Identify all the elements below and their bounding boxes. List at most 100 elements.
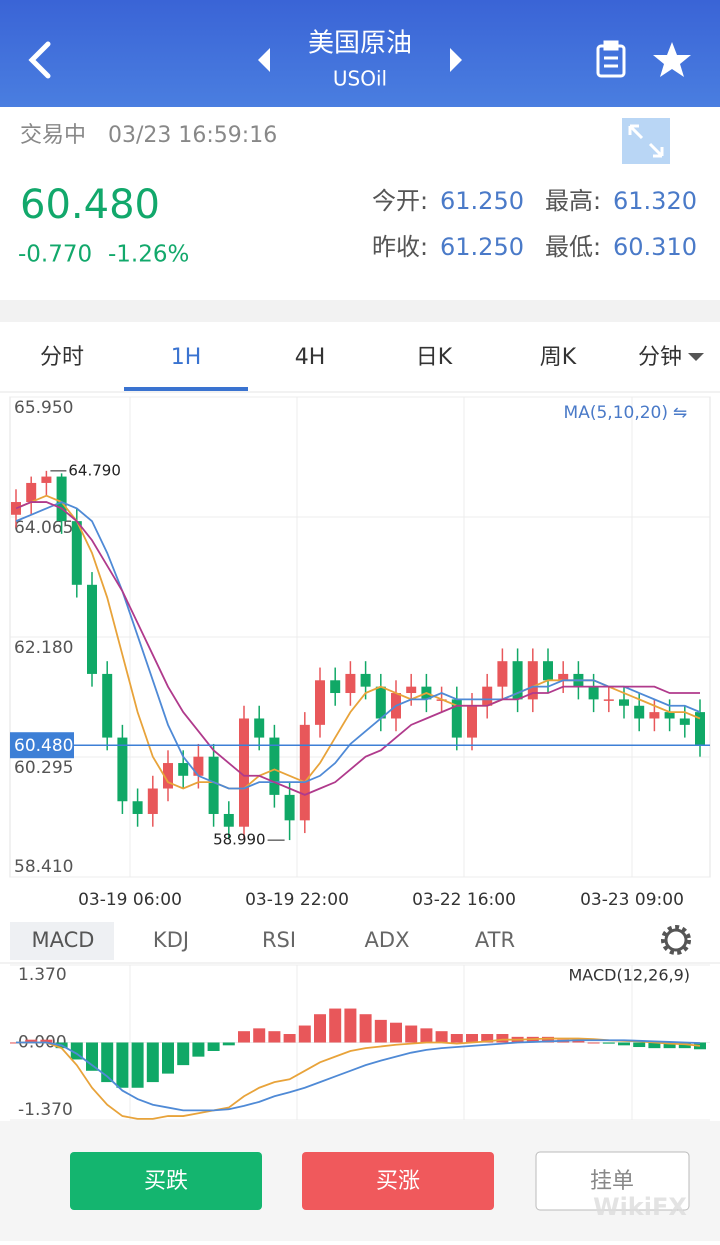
macd-bar	[253, 1028, 266, 1043]
title: 美国原油	[308, 29, 412, 59]
candle-body	[254, 718, 265, 738]
indicator-tab[interactable]: ADX	[365, 928, 410, 952]
macd-bar	[587, 1042, 600, 1044]
time: 03/23 16:59:16	[108, 123, 277, 148]
y-tick-label: 65.950	[14, 398, 73, 418]
ma-legend: MA(5,10,20)	[564, 403, 668, 423]
candle-body	[527, 661, 538, 700]
tab[interactable]: 1H	[171, 345, 202, 370]
candle-body	[163, 763, 173, 789]
sell-button[interactable]	[70, 1152, 262, 1210]
tab[interactable]: 周K	[540, 345, 577, 370]
candle-body	[102, 673, 113, 738]
candle-body	[345, 673, 356, 694]
x-tick-label: 03-19 22:00	[245, 890, 349, 910]
subtitle: USOil	[333, 67, 387, 91]
macd-bar	[314, 1014, 326, 1043]
candle-body	[71, 521, 82, 585]
candle-body	[299, 724, 310, 821]
macd-bar	[633, 1042, 646, 1048]
macd-bar	[268, 1031, 281, 1043]
candle-body	[26, 482, 37, 503]
macd-bar	[602, 1042, 615, 1044]
macd-tick-label: -1.370	[18, 1100, 73, 1120]
candle-body	[467, 705, 477, 738]
prev-label: 昨收:	[372, 233, 428, 261]
tab[interactable]: 4H	[295, 345, 326, 370]
macd-bar	[542, 1036, 554, 1043]
macd-bar	[663, 1042, 676, 1049]
favorite-icon[interactable]	[653, 42, 691, 77]
back-button[interactable]	[28, 41, 51, 79]
buy-label[interactable]: 买涨	[376, 1169, 420, 1194]
candle-body	[178, 763, 189, 776]
candle-body	[56, 476, 67, 522]
settings-icon[interactable]	[661, 925, 691, 955]
candle-body	[406, 686, 417, 694]
expand-icon[interactable]	[622, 118, 670, 164]
macd-line	[16, 1037, 701, 1120]
x-tick-label: 03-19 06:00	[78, 890, 182, 910]
candle-body	[330, 680, 341, 694]
candle-body	[588, 686, 599, 700]
macd-bar	[222, 1042, 235, 1046]
candle-body	[41, 476, 52, 483]
last-price-label: 60.480	[14, 736, 73, 756]
tab-underline	[124, 387, 248, 391]
macd-line	[16, 1039, 701, 1112]
ma-line	[15, 501, 701, 790]
price: 60.480	[20, 182, 160, 228]
divider	[0, 300, 720, 322]
candle-body	[193, 756, 204, 776]
macd-tick-label: 1.370	[18, 965, 67, 985]
dropdown-icon[interactable]	[688, 353, 704, 361]
macd-bar	[390, 1022, 402, 1043]
tab[interactable]: 分时	[40, 345, 84, 370]
open: 61.250	[440, 187, 524, 215]
candle-body	[132, 801, 143, 814]
next-button[interactable]	[450, 48, 462, 72]
candle-body	[208, 756, 219, 814]
change: -0.770	[18, 242, 92, 268]
macd-bar	[496, 1034, 509, 1043]
prev-button[interactable]	[258, 48, 270, 72]
x-tick-label: 03-23 09:00	[580, 890, 684, 910]
tab[interactable]: 日K	[416, 345, 453, 370]
prev: 61.250	[440, 233, 524, 261]
macd-bar	[329, 1008, 342, 1043]
candle-body	[147, 788, 158, 814]
macd-bar	[283, 1034, 296, 1043]
y-tick-label: 62.180	[14, 638, 73, 658]
indicator-tab[interactable]: KDJ	[153, 928, 189, 952]
macd-bar	[238, 1031, 250, 1043]
sell-label[interactable]: 买跌	[144, 1169, 188, 1194]
indicator-tab[interactable]: MACD	[32, 928, 95, 952]
y-tick-label: 60.295	[14, 758, 73, 778]
tab[interactable]: 分钟	[638, 345, 682, 370]
low: 60.310	[613, 233, 697, 261]
macd-bar	[101, 1042, 114, 1083]
macd-bar	[177, 1042, 190, 1066]
macd-bar	[40, 1039, 53, 1043]
candle-body	[679, 718, 690, 725]
candle-body	[375, 686, 386, 719]
open-label: 今开:	[372, 187, 428, 215]
order-button[interactable]	[535, 1151, 690, 1211]
notes-icon[interactable]	[596, 40, 626, 78]
order-label[interactable]: 挂单	[590, 1169, 634, 1194]
candle-body	[451, 699, 462, 738]
buy-button[interactable]	[302, 1152, 494, 1210]
candle-body	[634, 705, 645, 719]
high-label: 最高:	[545, 187, 601, 215]
candle-body	[649, 712, 660, 719]
y-tick-label: 64.065	[14, 518, 73, 538]
ma-line	[15, 501, 700, 796]
macd-bar	[298, 1025, 311, 1043]
macd-bar	[146, 1042, 159, 1083]
indicator-tab[interactable]: ATR	[475, 928, 515, 952]
indicator-tab[interactable]: RSI	[262, 928, 296, 952]
macd-bar	[481, 1034, 494, 1043]
change-pct: -1.26%	[108, 242, 189, 268]
